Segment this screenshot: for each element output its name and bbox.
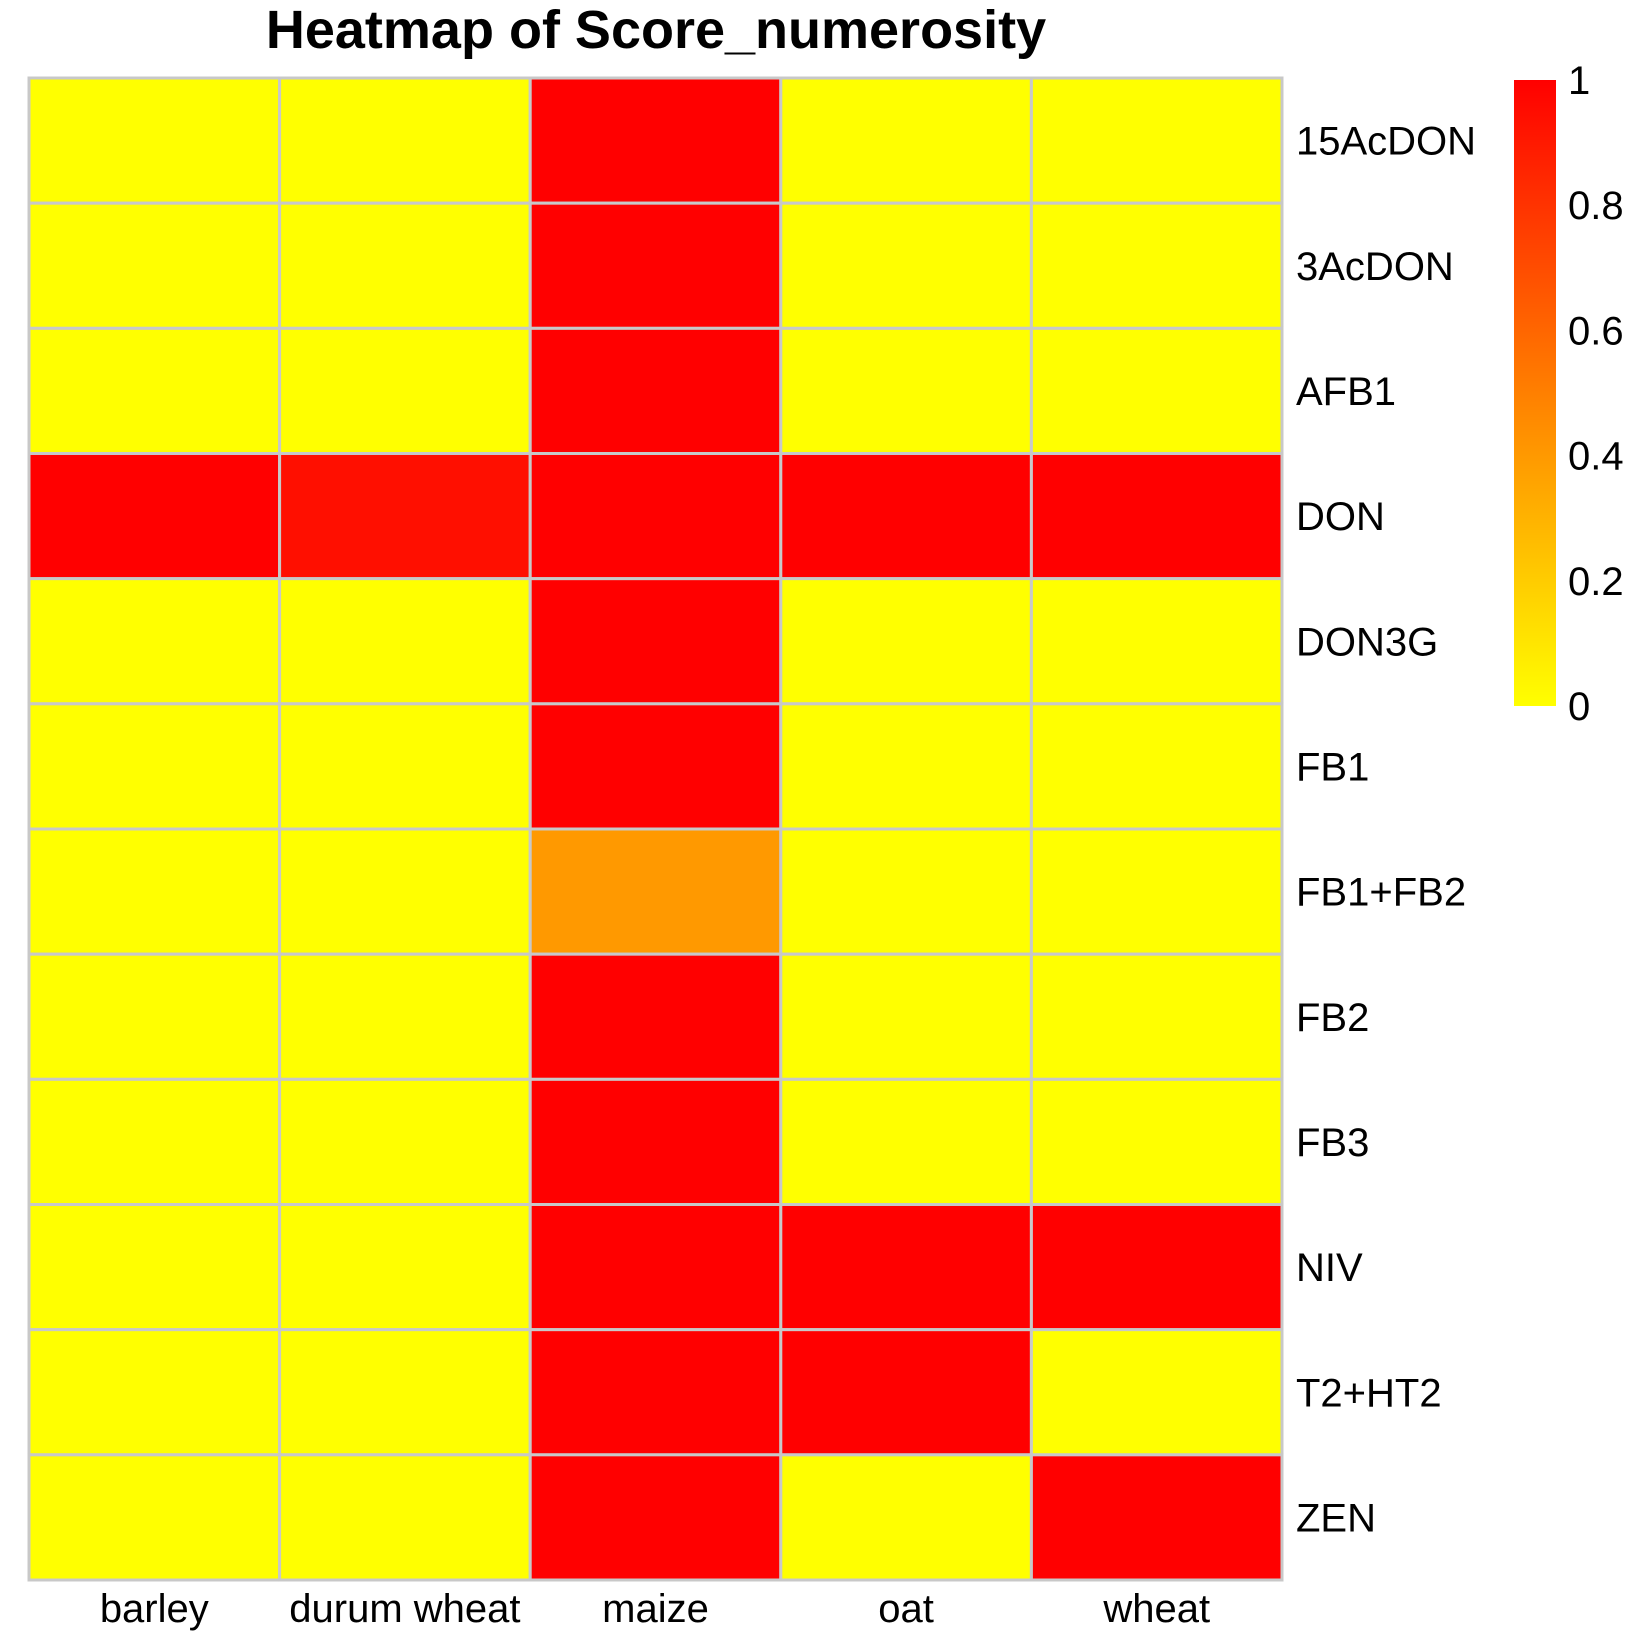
heatmap-cell-zen-barley bbox=[27, 1453, 282, 1582]
heatmap-cell-afb1-barley bbox=[27, 326, 282, 456]
heatmap-cell-fb2-wheat bbox=[1029, 952, 1284, 1081]
chart-title: Heatmap of Score_numerosity bbox=[266, 0, 1046, 60]
legend-color-bar bbox=[1514, 80, 1556, 706]
heatmap-cell-fb2-oat bbox=[779, 952, 1033, 1081]
heatmap-cell-zen-wheat bbox=[1029, 1453, 1284, 1582]
legend-tick-label: 0.8 bbox=[1568, 184, 1624, 228]
heatmap-cell-don-durum-wheat bbox=[278, 452, 532, 581]
row-label: AFB1 bbox=[1296, 370, 1396, 414]
heatmap-cell-fb2-durum-wheat bbox=[278, 952, 532, 1081]
heatmap-cell-3acdon-maize bbox=[528, 201, 783, 330]
heatmap-cell-3acdon-oat bbox=[779, 201, 1033, 330]
heatmap-cell-fb1-maize bbox=[528, 702, 783, 831]
row-label: T2+HT2 bbox=[1296, 1371, 1442, 1415]
heatmap-cell-15acdon-maize bbox=[528, 76, 783, 205]
heatmap-cell-fb1-barley bbox=[27, 702, 282, 831]
heatmap-cell-fb2-barley bbox=[27, 952, 282, 1081]
heatmap-cell-fb1-wheat bbox=[1029, 702, 1284, 831]
heatmap-cell-15acdon-wheat bbox=[1029, 76, 1284, 205]
heatmap-cell-fb3-barley bbox=[27, 1077, 282, 1207]
heatmap-cell-afb1-durum-wheat bbox=[278, 326, 532, 456]
heatmap-cell-3acdon-barley bbox=[27, 201, 282, 330]
legend-tick-label: 0 bbox=[1568, 685, 1590, 729]
heatmap-cell-zen-durum-wheat bbox=[278, 1453, 532, 1582]
heatmap-cell-fb1-fb2-maize bbox=[528, 827, 783, 956]
heatmap-cell-don-barley bbox=[27, 452, 282, 581]
heatmap-cell-fb1-oat bbox=[779, 702, 1033, 831]
row-label: FB1+FB2 bbox=[1296, 871, 1466, 915]
row-label: 15AcDON bbox=[1296, 120, 1476, 164]
heatmap-cells bbox=[27, 76, 1284, 1582]
column-labels: barley durum wheat maize oat wheat bbox=[100, 1587, 1210, 1631]
heatmap-cell-afb1-wheat bbox=[1029, 326, 1284, 456]
heatmap-cell-t2-ht2-maize bbox=[528, 1328, 783, 1457]
heatmap-cell-t2-ht2-oat bbox=[779, 1328, 1033, 1457]
heatmap-cell-don3g-maize bbox=[528, 577, 783, 706]
row-labels: 15AcDON 3AcDON AFB1 DON DON3G FB1 FB1+FB2 FB2 FB… bbox=[1296, 120, 1476, 1541]
heatmap-cell-fb1-fb2-durum-wheat bbox=[278, 827, 532, 956]
heatmap-cell-don3g-wheat bbox=[1029, 577, 1284, 706]
heatmap-cell-don3g-oat bbox=[779, 577, 1033, 706]
column-label: maize bbox=[602, 1587, 709, 1631]
legend-tick-label: 1 bbox=[1568, 59, 1590, 103]
legend-tick-label: 0.2 bbox=[1568, 560, 1624, 604]
row-label: DON3G bbox=[1296, 620, 1438, 664]
row-label: DON bbox=[1296, 495, 1385, 539]
column-label: barley bbox=[100, 1587, 209, 1631]
row-label: 3AcDON bbox=[1296, 245, 1454, 289]
heatmap-cell-fb1-durum-wheat bbox=[278, 702, 532, 831]
heatmap-cell-15acdon-durum-wheat bbox=[278, 76, 532, 205]
heatmap-cell-zen-oat bbox=[779, 1453, 1033, 1582]
heatmap-cell-afb1-maize bbox=[528, 326, 783, 456]
heatmap-cell-niv-oat bbox=[779, 1203, 1033, 1332]
heatmap-cell-niv-maize bbox=[528, 1203, 783, 1332]
heatmap-cell-t2-ht2-barley bbox=[27, 1328, 282, 1457]
heatmap-cell-15acdon-barley bbox=[27, 76, 282, 205]
heatmap-cell-don-wheat bbox=[1029, 452, 1284, 581]
heatmap-cell-don-maize bbox=[528, 452, 783, 581]
column-label: oat bbox=[878, 1587, 934, 1631]
row-label: ZEN bbox=[1296, 1496, 1376, 1540]
heatmap-cell-fb2-maize bbox=[528, 952, 783, 1081]
heatmap-cell-3acdon-wheat bbox=[1029, 201, 1284, 330]
heatmap-cell-niv-wheat bbox=[1029, 1203, 1284, 1332]
heatmap-cell-fb1-fb2-barley bbox=[27, 827, 282, 956]
row-label: NIV bbox=[1296, 1246, 1363, 1290]
heatmap-cell-niv-barley bbox=[27, 1203, 282, 1332]
heatmap-cell-niv-durum-wheat bbox=[278, 1203, 532, 1332]
heatmap-cell-don3g-barley bbox=[27, 577, 282, 706]
heatmap-cell-t2-ht2-wheat bbox=[1029, 1328, 1284, 1457]
heatmap-cell-fb3-durum-wheat bbox=[278, 1077, 532, 1207]
heatmap-cell-3acdon-durum-wheat bbox=[278, 201, 532, 330]
column-label: wheat bbox=[1102, 1587, 1210, 1631]
row-label: FB3 bbox=[1296, 1121, 1369, 1165]
row-label: FB2 bbox=[1296, 996, 1369, 1040]
heatmap-cell-t2-ht2-durum-wheat bbox=[278, 1328, 532, 1457]
heatmap-cell-fb3-maize bbox=[528, 1077, 783, 1207]
heatmap-cell-fb1-fb2-wheat bbox=[1029, 827, 1284, 956]
heatmap-cell-zen-maize bbox=[528, 1453, 783, 1582]
legend-tick-label: 0.6 bbox=[1568, 309, 1624, 353]
heatmap-cell-15acdon-oat bbox=[779, 76, 1033, 205]
color-legend: 1 0.8 0.6 0.4 0.2 0 bbox=[1514, 59, 1624, 729]
heatmap-cell-don3g-durum-wheat bbox=[278, 577, 532, 706]
legend-tick-label: 0.4 bbox=[1568, 435, 1624, 479]
heatmap-cell-fb3-wheat bbox=[1029, 1077, 1284, 1207]
row-label: FB1 bbox=[1296, 745, 1369, 789]
heatmap-cell-afb1-oat bbox=[779, 326, 1033, 456]
column-label: durum wheat bbox=[289, 1587, 520, 1631]
heatmap-cell-don-oat bbox=[779, 452, 1033, 581]
heatmap-cell-fb3-oat bbox=[779, 1077, 1033, 1207]
heatmap-cell-fb1-fb2-oat bbox=[779, 827, 1033, 956]
